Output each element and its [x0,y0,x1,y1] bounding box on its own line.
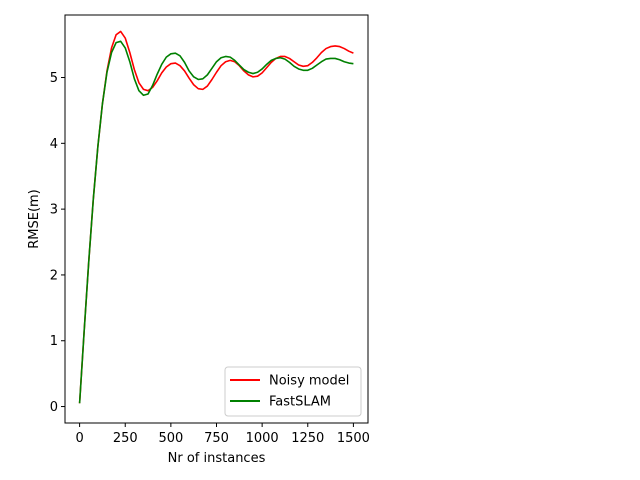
y-tick-label: 5 [50,71,58,86]
x-tick-label: 1500 [337,431,370,446]
x-axis-ticks: 0 250 500 750 1000 1250 1500 [75,423,370,446]
series-line-noisy-model [78,30,354,404]
x-tick-label: 1000 [246,431,279,446]
y-tick-label: 1 [50,334,58,349]
y-tick-label: 4 [50,137,58,152]
y-axis-label: RMSE(m) [27,189,42,249]
x-axis-label: Nr of instances [168,451,266,466]
legend-label-fastslam: FastSLAM [269,395,331,410]
y-tick-label: 3 [50,203,58,218]
x-tick-label: 1250 [291,431,324,446]
plot-area [65,15,368,423]
y-tick-label: 2 [50,268,58,283]
x-tick-label: 500 [158,431,183,446]
x-tick-label: 750 [204,431,229,446]
x-tick-label: 250 [113,431,138,446]
series-layer [78,30,354,404]
x-tick-label: 0 [75,431,83,446]
series-line-fastslam [78,40,354,404]
y-axis-ticks: 0 1 2 3 4 5 [50,71,65,415]
legend: Noisy model FastSLAM [224,366,362,417]
y-tick-label: 0 [50,400,58,415]
legend-label-noisy-model: Noisy model [269,374,349,389]
